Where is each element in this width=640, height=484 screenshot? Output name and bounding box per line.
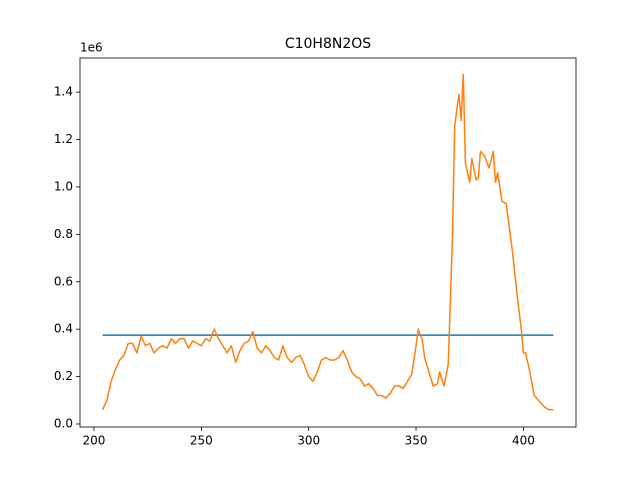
y-tick-label: 0.0: [54, 416, 73, 430]
y-tick-label: 0.4: [54, 322, 73, 336]
y-tick-label: 1.2: [54, 132, 73, 146]
y-offset-label: 1e6: [80, 41, 103, 55]
y-tick-label: 1.0: [54, 179, 73, 193]
x-tick-label: 200: [83, 434, 106, 448]
y-tick-label: 0.6: [54, 274, 73, 288]
axes-frame: [79, 57, 577, 428]
x-tick-label: 250: [190, 434, 213, 448]
x-tick-label: 300: [297, 434, 320, 448]
x-tick-label: 400: [512, 434, 535, 448]
y-tick-label: 0.8: [54, 227, 73, 241]
line-series: [101, 73, 554, 411]
y-tick-label: 1.4: [54, 85, 73, 99]
x-tick-label: 350: [405, 434, 428, 448]
chart-title: C10H8N2OS: [285, 36, 371, 52]
y-tick-label: 0.2: [54, 369, 73, 383]
